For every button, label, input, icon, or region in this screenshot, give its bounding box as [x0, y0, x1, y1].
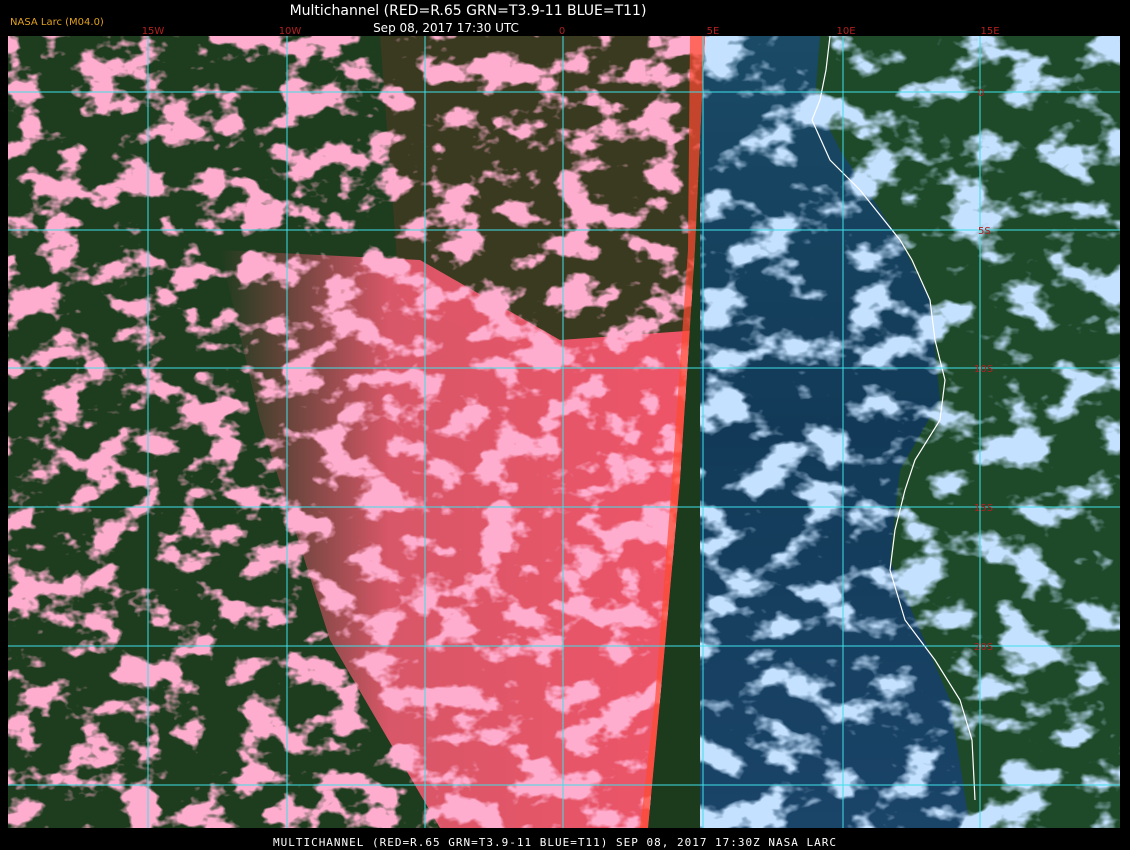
latitude-label: 20S	[974, 642, 993, 653]
latitude-label: 15S	[974, 503, 993, 514]
coastline	[811, 35, 976, 801]
imagery	[8, 35, 1120, 828]
latitude-label: 5S	[978, 226, 991, 237]
latitude-label: 10S	[974, 364, 993, 375]
title: Multichannel (RED=R.65 GRN=T3.9-11 BLUE=…	[290, 3, 647, 19]
timestamp: Sep 08, 2017 17:30 UTC	[373, 21, 519, 35]
clouds-west	[8, 36, 705, 828]
longitude-label: 10W	[279, 26, 302, 37]
clouds-east	[700, 36, 1120, 828]
longitude-label: 15E	[980, 26, 999, 37]
longitude-label: 15W	[142, 26, 165, 37]
longitude-label: 10E	[836, 26, 855, 37]
terminator	[640, 36, 705, 828]
source-label: NASA Larc (M04.0)	[10, 17, 104, 28]
latitude-label: 0	[978, 88, 984, 99]
graticule	[8, 36, 1120, 828]
longitude-label: 0	[559, 26, 565, 37]
footer: MULTICHANNEL (RED=R.65 GRN=T3.9-11 BLUE=…	[273, 836, 837, 849]
longitude-label: 5E	[707, 26, 720, 37]
